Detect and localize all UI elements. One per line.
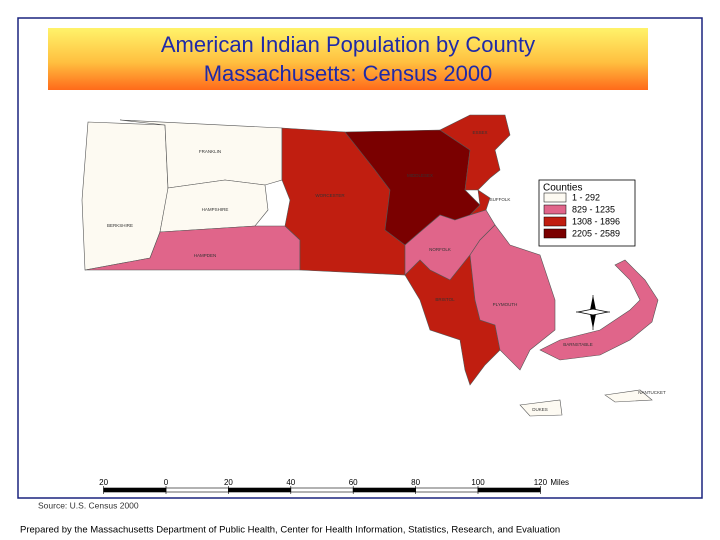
county-label: BRISTOL xyxy=(435,297,455,302)
county-label: FRANKLIN xyxy=(199,149,221,154)
source: Source: U.S. Census 2000 xyxy=(38,500,139,510)
title: American Indian Population by County xyxy=(161,32,535,57)
title: Massachusetts: Census 2000 xyxy=(204,61,493,86)
county xyxy=(159,179,269,233)
scale-label: 80 xyxy=(411,478,420,487)
scale-segment xyxy=(415,487,479,493)
legend-label: 1 - 292 xyxy=(572,192,600,202)
county-label: HAMPDEN xyxy=(194,253,217,258)
scale-segment xyxy=(352,487,416,493)
scale-segment xyxy=(103,487,167,493)
scale-segment xyxy=(165,487,229,493)
county-label: BARNSTABLE xyxy=(563,342,592,347)
legend-label: 2205 - 2589 xyxy=(572,228,620,238)
scale-label: 20 xyxy=(99,478,108,487)
county xyxy=(519,399,563,417)
scale-segment xyxy=(290,487,354,493)
scale-label: 40 xyxy=(286,478,295,487)
scale-unit: Miles xyxy=(550,478,569,487)
title-box xyxy=(48,28,648,90)
county-label: ESSEX xyxy=(472,130,487,135)
scale-bar: 20 0 20 40 60 80 100 120 Miles xyxy=(99,478,569,494)
county-label: PLYMOUTH xyxy=(493,302,518,307)
county-label: DUKES xyxy=(532,407,548,412)
county-label: MIDDLESEX xyxy=(407,173,433,178)
scale-label: 0 xyxy=(164,478,169,487)
legend-label: 1308 - 1896 xyxy=(572,216,620,226)
county-label: NANTUCKET xyxy=(638,390,666,395)
counties: BERKSHIRE FRANKLIN HAMPSHIRE HAMPDEN WORCEST… xyxy=(81,114,666,417)
compass xyxy=(576,295,610,330)
county-label: NORFOLK xyxy=(429,247,451,252)
legend-title: Counties xyxy=(543,183,582,194)
county-label: BERKSHIRE xyxy=(107,223,133,228)
legend-swatch xyxy=(543,204,567,215)
legend-swatch xyxy=(543,216,567,227)
scale-label: 60 xyxy=(349,478,358,487)
county xyxy=(604,389,653,403)
county xyxy=(469,224,556,371)
legend-swatch xyxy=(543,228,567,239)
scale-label: 100 xyxy=(471,478,485,487)
scale-label: 120 xyxy=(534,478,548,487)
county-label: HAMPSHIRE xyxy=(202,207,229,212)
county xyxy=(439,114,511,191)
legend: Counties 1 - 292 829 - 1235 1308 - 1896 220… xyxy=(538,179,636,247)
legend-label: 829 - 1235 xyxy=(572,204,615,214)
scale-segment xyxy=(477,487,541,493)
legend-swatch xyxy=(543,192,567,203)
footer: Prepared by the Massachusetts Department… xyxy=(20,525,560,536)
county xyxy=(539,259,659,361)
scale-segment xyxy=(228,487,292,493)
county-label: SUFFOLK xyxy=(490,197,511,202)
county-label: WORCESTER xyxy=(315,193,345,198)
scale-label: 20 xyxy=(224,478,233,487)
